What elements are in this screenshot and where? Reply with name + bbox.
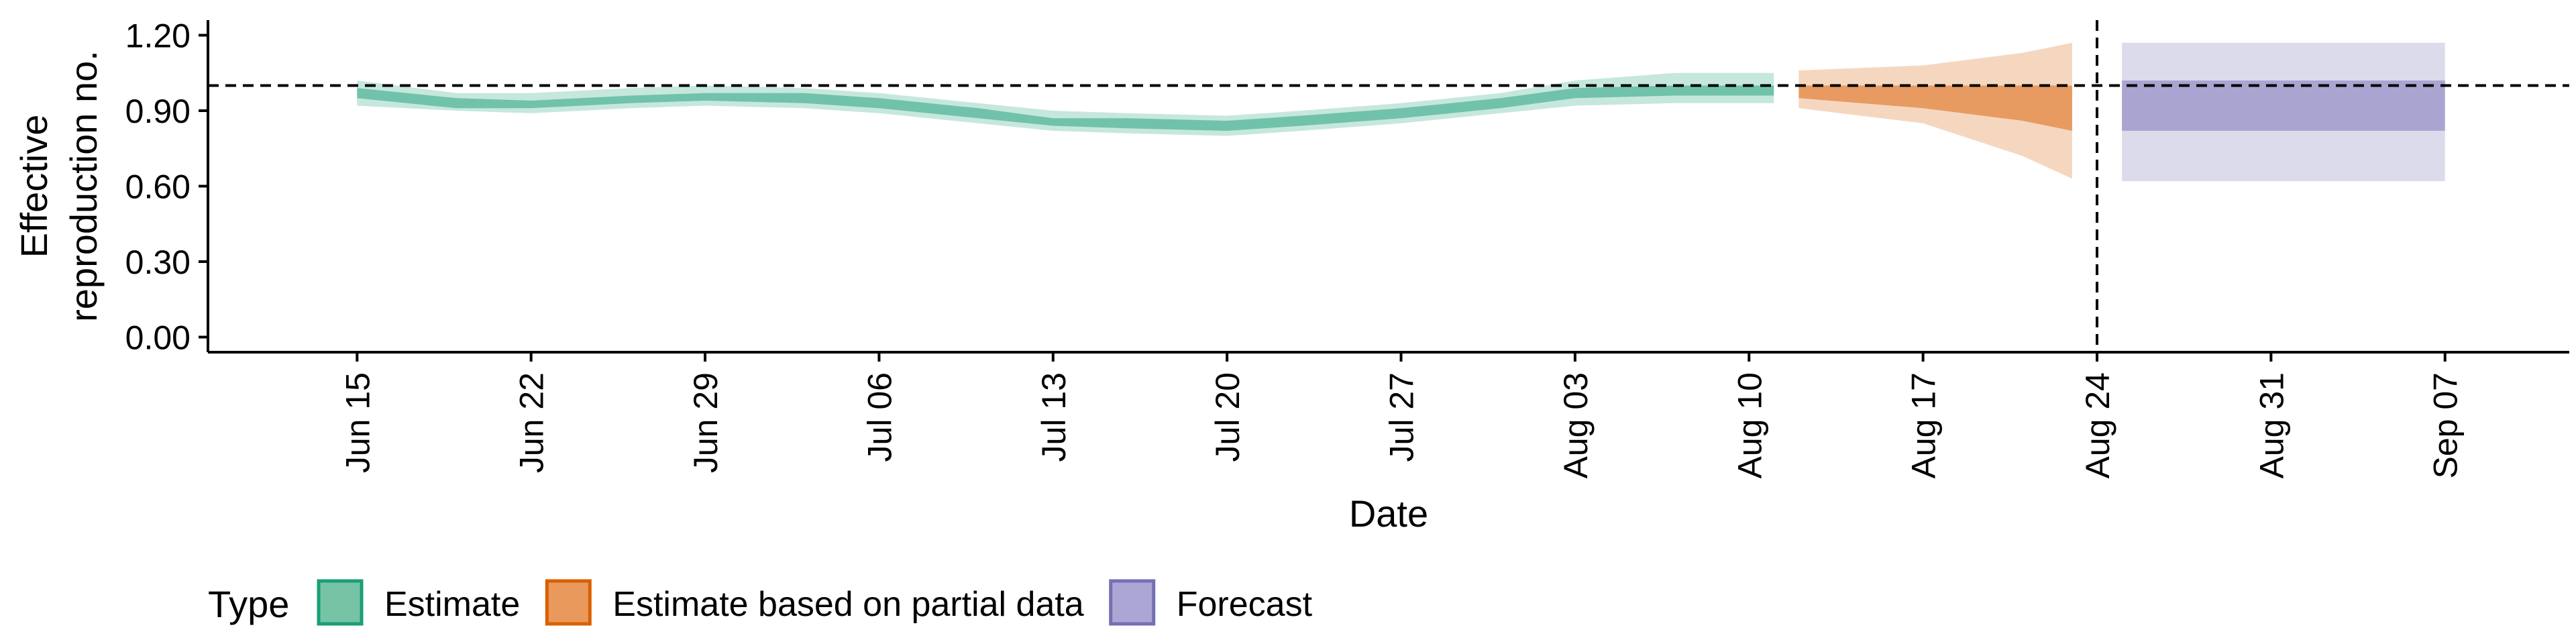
x-tick-label: Jun 22 (513, 372, 551, 473)
legend-item: Estimate based on partial data (545, 579, 1084, 626)
legend-items: Estimate Estimate based on partial data Fo… (317, 579, 1313, 626)
x-tick-label: Jul 27 (1383, 372, 1421, 462)
x-tick-label: Jul 20 (1209, 372, 1246, 462)
y-tick-label: 0.30 (125, 244, 191, 281)
band-50-percent (2122, 80, 2445, 131)
x-tick-label: Aug 10 (1731, 372, 1768, 478)
x-tick-label: Aug 31 (2253, 372, 2290, 478)
legend-label: Estimate (384, 585, 520, 624)
y-tick-label: 0.60 (125, 168, 191, 206)
x-ticks: Jun 15 Jun 22 Jun 29 Jul 06 Jul 13 Jul 20 Jul … (339, 352, 2465, 478)
band-50-percent (1799, 85, 2072, 131)
series-forecast (2122, 42, 2445, 181)
x-tick-label: Jun 29 (687, 372, 724, 473)
y-tick-label: 1.20 (125, 17, 191, 55)
legend-item: Estimate (317, 579, 520, 626)
band-90-percent (357, 72, 1774, 136)
reference-lines (208, 20, 2569, 352)
series-estimate-based-on-partial-data (1799, 42, 2072, 179)
y-ticks: 0.00 0.30 0.60 0.90 1.20 (125, 17, 208, 357)
x-tick-label: Jun 15 (339, 372, 376, 473)
x-tick-label: Aug 17 (1905, 372, 1943, 478)
x-tick-label: Aug 03 (1557, 372, 1595, 478)
legend-title: Type (208, 583, 289, 625)
legend-label: Forecast (1177, 585, 1313, 624)
x-tick-label: Jul 06 (861, 372, 898, 462)
axes: 0.000.300.600.901.20 Jun 15 Jun 22 Jun 29 J… (125, 17, 2569, 478)
series-bands (357, 42, 2445, 181)
y-tick-label: 0.00 (125, 319, 191, 357)
legend-swatch (1109, 579, 1156, 626)
legend-swatch (317, 579, 364, 626)
x-tick-label: Jul 13 (1035, 372, 1073, 462)
y-axis-title-line: reproduction no. (62, 50, 105, 322)
x-tick-label: Aug 24 (2079, 372, 2116, 478)
legend-label: Estimate based on partial data (612, 585, 1084, 624)
y-tick-label: 0.90 (125, 93, 191, 130)
x-tick-label: Sep 07 (2427, 372, 2465, 478)
series-estimate (357, 72, 1774, 136)
legend-item: Forecast (1109, 579, 1313, 626)
y-axis-title: Effective reproduction no. (13, 50, 105, 322)
x-axis-title: Date (1349, 492, 1428, 535)
band-50-percent (357, 85, 1774, 131)
legend-swatch (545, 579, 592, 626)
legend: Type Estimate Estimate based on partial d… (208, 579, 1313, 626)
y-axis-title-line: Effective (13, 115, 55, 258)
band-90-percent (1799, 42, 2072, 179)
